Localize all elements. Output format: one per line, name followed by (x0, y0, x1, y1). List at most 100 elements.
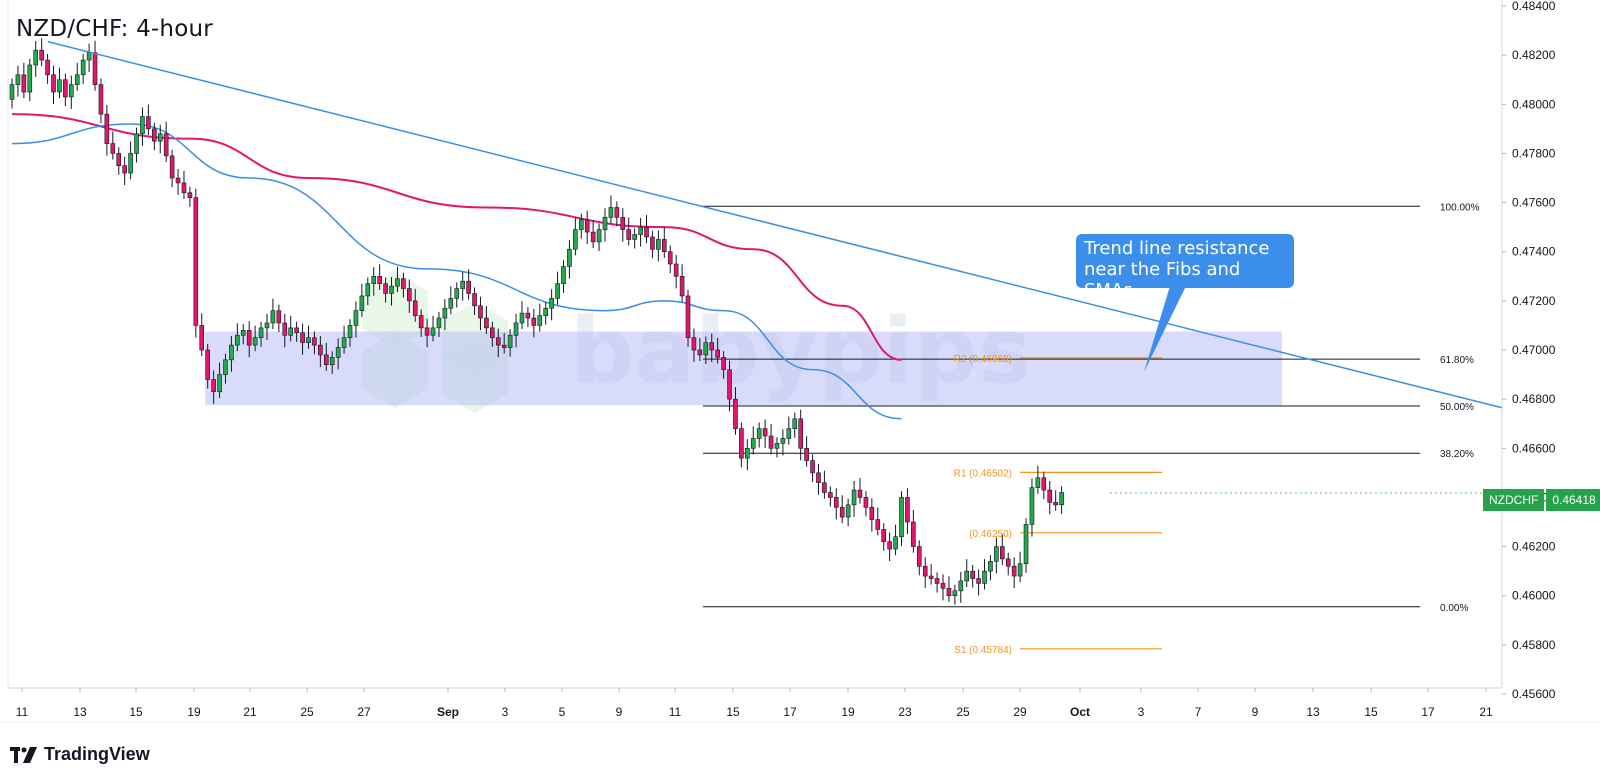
candle-down (863, 497, 869, 508)
x-tick-label: 11 (669, 705, 682, 719)
x-tick-label: 17 (783, 705, 797, 719)
y-tick-label: 0.46000 (1512, 589, 1556, 603)
y-tick-label: 0.48200 (1512, 48, 1556, 62)
candle-down (976, 578, 981, 584)
candle-up (9, 84, 15, 100)
candle-up (952, 590, 958, 597)
candle-down (318, 344, 323, 356)
candle-up (567, 248, 572, 267)
candle-up (786, 428, 792, 439)
support-resistance-zone (205, 331, 1282, 406)
candle-down (187, 192, 193, 198)
candle-up (988, 561, 993, 572)
y-tick-label: 0.47000 (1512, 343, 1556, 357)
candle-down (697, 349, 703, 356)
candle-down (175, 177, 181, 184)
x-tick-label: 13 (1306, 705, 1320, 719)
candle-up (371, 275, 377, 284)
candle-down (21, 74, 27, 93)
pivot-label: (0.46250) (969, 529, 1012, 540)
candle-down (39, 49, 44, 61)
candle-up (608, 207, 614, 218)
candle-down (472, 293, 477, 307)
candle-up (602, 217, 608, 230)
pivot-label: S1 (0.45784) (954, 645, 1012, 656)
x-tick-label: 15 (129, 705, 143, 719)
candle-down (934, 578, 940, 584)
tradingview-logo[interactable]: TradingView (10, 744, 150, 765)
candle-up (1023, 524, 1029, 565)
candle-down (1047, 489, 1053, 503)
candle-up (288, 327, 294, 336)
x-tick-label: 21 (1479, 705, 1493, 719)
candle-down (63, 79, 68, 98)
x-tick-label: 17 (1421, 705, 1435, 719)
y-tick-label: 0.48400 (1512, 0, 1556, 13)
fib-level-label: 100.00% (1440, 202, 1480, 213)
candle-up (513, 322, 519, 336)
x-tick-label: 9 (1252, 705, 1259, 719)
candle-down (946, 588, 952, 597)
candle-down (323, 354, 329, 366)
candle-up (335, 347, 341, 358)
candle-down (110, 143, 116, 154)
candle-down (661, 239, 667, 253)
fib-level-label: 50.00% (1440, 402, 1474, 413)
candle-up (994, 546, 999, 562)
candle-down (857, 489, 863, 498)
candle-down (478, 305, 483, 319)
candle-down (709, 342, 715, 351)
candle-up (899, 497, 904, 538)
fib-level-label: 38.20% (1440, 449, 1474, 460)
x-tick-label: 11 (16, 705, 29, 719)
y-tick-label: 0.47400 (1512, 245, 1556, 259)
candle-down (828, 492, 833, 498)
candle-up (442, 307, 448, 319)
candle-up (454, 288, 460, 299)
chart-title: NZD/CHF: 4-hour (16, 16, 213, 42)
candle-up (1059, 492, 1064, 506)
candle-down (922, 565, 928, 577)
candle-down (626, 229, 632, 240)
candle-down (833, 497, 839, 508)
candle-down (739, 428, 744, 459)
candle-up (507, 334, 513, 348)
tradingview-logo-text: TradingView (44, 744, 150, 764)
y-tick-label: 0.46800 (1512, 392, 1556, 406)
candle-down (490, 327, 495, 339)
x-tick-label: 19 (187, 705, 201, 719)
candle-down (495, 337, 501, 346)
candle-down (525, 312, 531, 319)
candle-up (703, 342, 709, 356)
candle-up (74, 74, 80, 85)
candle-down (531, 317, 537, 326)
candle-up (578, 219, 584, 230)
candle-up (632, 234, 637, 240)
candle-down (685, 295, 691, 339)
x-tick-label: Oct (1070, 705, 1090, 719)
candle-down (620, 217, 626, 230)
candle-up (86, 52, 92, 61)
candle-down (768, 435, 774, 449)
candle-down (98, 84, 104, 115)
candle-up (258, 327, 264, 339)
fib-level-label: 0.00% (1440, 603, 1468, 614)
candle-up (893, 536, 898, 550)
candle-down (193, 197, 199, 326)
y-tick-label: 0.46200 (1512, 540, 1556, 554)
candle-down (300, 332, 305, 343)
candle-down (199, 325, 205, 351)
price-tag-symbol: NZDCHF (1483, 489, 1545, 511)
candle-up (306, 337, 311, 343)
callout-line-1: Trend line resistance (1084, 238, 1270, 259)
y-tick-label: 0.47800 (1512, 146, 1556, 160)
candle-down (1041, 477, 1047, 491)
candle-up (353, 310, 359, 326)
candle-down (92, 52, 98, 85)
x-tick-label: 19 (841, 705, 855, 719)
y-tick-label: 0.46600 (1512, 441, 1556, 455)
candle-up (774, 443, 780, 449)
candle-down (816, 472, 821, 483)
candle-up (33, 49, 39, 66)
